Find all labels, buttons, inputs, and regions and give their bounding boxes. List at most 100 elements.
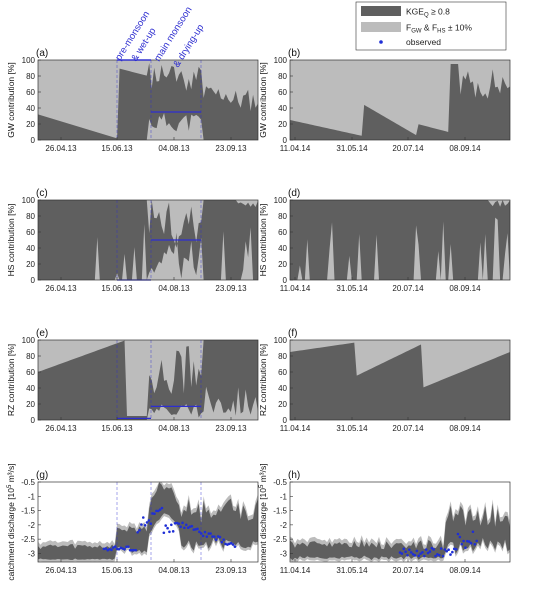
y-tick-label: 60 xyxy=(26,228,35,237)
observed-point xyxy=(141,516,145,519)
observed-point xyxy=(424,548,428,551)
panel-h: -3 -2.5 -2 -1.5 -1 -0.5 11.04.14 31.05.14 20.07.… xyxy=(258,463,511,581)
observed-point xyxy=(460,542,464,546)
y-tick-label: 0 xyxy=(31,276,36,285)
y-tick-label: -2.5 xyxy=(21,535,35,544)
plot-frame xyxy=(37,481,259,563)
x-tick-label: 15.06.13 xyxy=(101,424,133,433)
observed-point xyxy=(127,545,130,548)
observed-point xyxy=(138,528,141,532)
y-tick-label: -1.5 xyxy=(21,507,35,516)
observed-point xyxy=(201,534,205,538)
observed-point xyxy=(428,550,432,553)
observed-point xyxy=(205,535,209,538)
plot-frame xyxy=(37,339,259,421)
panels: 0 20 40 60 80 100 26.04.13 15.06.13 04.08.13 23.0… xyxy=(6,48,511,581)
observed-point xyxy=(190,524,194,528)
legend-marker-observed xyxy=(379,40,383,44)
observed-point xyxy=(473,543,477,546)
x-tick-label: 08.09.14 xyxy=(449,424,481,433)
observed-point xyxy=(419,552,422,555)
observed-point xyxy=(409,551,413,554)
observed-point xyxy=(136,530,139,534)
y-tick-label: 20 xyxy=(278,400,287,409)
observed-point xyxy=(113,545,117,548)
observed-point xyxy=(132,548,136,552)
observed-point xyxy=(104,547,108,550)
y-tick-label: -2 xyxy=(280,521,288,530)
observed-point xyxy=(203,530,207,534)
observed-point xyxy=(110,548,113,552)
x-tick-label: 11.04.14 xyxy=(280,284,311,293)
y-tick-label: 60 xyxy=(278,228,287,237)
observed-point xyxy=(158,508,162,511)
y-axis-label: RZ contribution [%] xyxy=(6,344,16,416)
y-tick-label: 80 xyxy=(278,72,287,81)
y-tick-label: 0 xyxy=(31,416,36,425)
y-tick-label: 80 xyxy=(278,352,287,361)
y-tick-label: 40 xyxy=(26,244,35,253)
observed-point xyxy=(164,524,168,527)
y-tick-label: -1 xyxy=(280,492,288,501)
x-tick-label: 11.04.14 xyxy=(280,566,311,575)
observed-point xyxy=(222,538,225,541)
band-dark xyxy=(290,503,510,561)
observed-point xyxy=(408,548,411,551)
x-tick-label: 26.04.13 xyxy=(45,284,77,293)
x-tick-label: 04.08.13 xyxy=(158,424,190,433)
x-tick-label: 26.04.13 xyxy=(45,144,77,153)
panel-a: 0 20 40 60 80 100 26.04.13 15.06.13 04.08.13 23.0… xyxy=(6,48,259,153)
y-tick-label: 40 xyxy=(26,104,35,113)
observed-point xyxy=(171,530,175,533)
y-tick-label: -3 xyxy=(28,549,36,558)
y-tick-label: 100 xyxy=(274,56,288,65)
plot-frame xyxy=(289,339,511,421)
y-tick-label: -0.5 xyxy=(273,478,287,487)
y-tick-label: 40 xyxy=(278,244,287,253)
observed-point xyxy=(123,548,126,551)
observed-point xyxy=(218,535,222,539)
legend-swatch-light xyxy=(361,22,401,32)
observed-point xyxy=(183,526,186,530)
observed-point xyxy=(449,553,452,556)
observed-point xyxy=(162,531,166,535)
observed-point xyxy=(475,539,478,543)
observed-point xyxy=(209,532,212,535)
observed-point xyxy=(458,535,462,539)
band-dark xyxy=(38,63,258,141)
y-tick-label: 80 xyxy=(278,212,287,221)
y-tick-label: -2 xyxy=(28,521,36,530)
observed-point xyxy=(400,552,404,555)
y-tick-label: 20 xyxy=(278,120,287,129)
panel-label: (b) xyxy=(288,48,300,59)
x-tick-label: 20.07.14 xyxy=(392,144,424,153)
observed-point xyxy=(426,551,430,555)
observed-point xyxy=(145,521,149,524)
observed-point xyxy=(432,548,435,551)
x-tick-label: 23.09.13 xyxy=(215,284,247,293)
observed-point xyxy=(467,540,471,543)
x-tick-label: 08.09.14 xyxy=(449,284,481,293)
observed-point xyxy=(147,519,151,522)
y-tick-label: -1.5 xyxy=(273,507,287,516)
observed-point xyxy=(166,526,169,530)
y-tick-label: 60 xyxy=(26,368,35,377)
observed-point xyxy=(214,538,218,541)
observed-point xyxy=(229,541,233,545)
observed-point xyxy=(130,548,134,552)
observed-point xyxy=(168,530,171,534)
observed-point xyxy=(421,550,424,554)
observed-point xyxy=(156,509,160,513)
observed-point xyxy=(447,548,450,551)
y-tick-label: 40 xyxy=(278,384,287,393)
y-tick-label: 100 xyxy=(22,336,36,345)
observed-point xyxy=(155,509,158,513)
y-axis-label: GW contribution [%] xyxy=(6,62,16,138)
observed-point xyxy=(196,527,199,531)
observed-point xyxy=(134,548,138,552)
observed-point xyxy=(445,549,449,553)
observed-point xyxy=(471,530,475,534)
y-axis-label: catchment discharge [105 m³/s] xyxy=(6,463,16,580)
x-tick-label: 23.09.13 xyxy=(215,424,247,433)
observed-point xyxy=(417,554,421,558)
